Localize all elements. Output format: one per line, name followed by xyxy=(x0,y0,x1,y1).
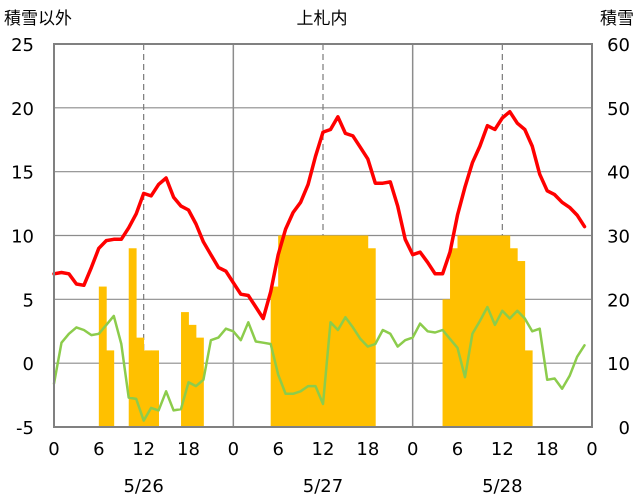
snow-bar xyxy=(330,235,339,427)
x-tick-label: 6 xyxy=(93,439,104,460)
snow-bar xyxy=(128,248,137,427)
tick-labels: -5 0 5 10 15 20 25 0 10 20 30 40 50 60 0 6 12 18 0 6 12 18 0 6 1… xyxy=(11,35,630,460)
left-tick-label: 10 xyxy=(11,227,34,248)
snow-bar xyxy=(143,350,152,427)
left-tick-label: 25 xyxy=(11,35,34,56)
snow-bar xyxy=(337,235,346,427)
snow-bar xyxy=(308,235,316,427)
date-label: 5/26 xyxy=(123,476,163,497)
snow-bars xyxy=(98,235,533,427)
snow-bar xyxy=(136,337,145,427)
left-tick-label: 0 xyxy=(23,354,34,375)
x-tick-label: 6 xyxy=(452,439,463,460)
snow-bar xyxy=(442,299,451,427)
snow-bar xyxy=(106,350,115,427)
snow-bar xyxy=(472,235,481,427)
right-tick-label: 50 xyxy=(607,99,630,120)
snow-bar xyxy=(450,248,458,427)
right-tick-label: 60 xyxy=(607,35,630,56)
right-tick-label: 40 xyxy=(607,163,630,184)
left-tick-label: -5 xyxy=(16,418,34,439)
x-tick-label: 12 xyxy=(491,439,514,460)
snow-bar xyxy=(502,235,511,427)
right-tick-label: 10 xyxy=(607,354,630,375)
red-line xyxy=(52,109,587,321)
snow-bar xyxy=(278,235,287,427)
snow-bar xyxy=(315,235,324,427)
left-tick-label: 5 xyxy=(23,290,34,311)
snow-bar xyxy=(293,235,301,427)
left-tick-label: 20 xyxy=(11,99,34,120)
snow-bar xyxy=(285,235,294,427)
x-tick-label: 18 xyxy=(536,439,559,460)
date-labels: 5/26 5/27 5/28 xyxy=(123,476,522,497)
right-tick-label: 20 xyxy=(607,290,630,311)
snow-bar xyxy=(181,312,189,427)
right-axis-header: 積雪 xyxy=(600,9,634,29)
x-tick-label: 18 xyxy=(356,439,379,460)
green-line xyxy=(52,305,586,422)
x-tick-label: 0 xyxy=(586,439,597,460)
snow-bar xyxy=(360,235,369,427)
snow-bar xyxy=(457,235,466,427)
date-label: 5/28 xyxy=(482,476,522,497)
x-tick-label: 0 xyxy=(407,439,418,460)
left-axis-header: 積雪以外 xyxy=(4,9,72,29)
snow-bar xyxy=(479,235,488,427)
right-tick-label: 0 xyxy=(619,418,630,439)
date-label: 5/27 xyxy=(303,476,343,497)
snow-bar xyxy=(367,248,376,427)
snow-bar xyxy=(517,261,526,427)
x-tick-label: 12 xyxy=(312,439,335,460)
plot-frame xyxy=(53,43,593,428)
series-lines xyxy=(52,109,587,422)
x-tick-label: 0 xyxy=(228,439,239,460)
snow-bar xyxy=(524,350,533,427)
chart-title: 上札内 xyxy=(297,9,348,29)
x-tick-label: 12 xyxy=(132,439,155,460)
snow-bar xyxy=(487,235,496,427)
snow-bar xyxy=(98,286,107,427)
right-tick-label: 30 xyxy=(607,227,630,248)
x-tick-label: 6 xyxy=(272,439,283,460)
snow-bar xyxy=(151,350,160,427)
snow-bar xyxy=(188,324,197,427)
snow-bar xyxy=(464,235,473,427)
snow-bar xyxy=(509,248,518,427)
snow-bar xyxy=(300,235,309,427)
snow-bar xyxy=(323,235,331,427)
x-tick-label: 18 xyxy=(177,439,200,460)
snow-bar xyxy=(345,235,354,427)
snow-bar xyxy=(494,235,503,427)
left-tick-label: 15 xyxy=(11,163,34,184)
x-tick-label: 0 xyxy=(48,439,59,460)
